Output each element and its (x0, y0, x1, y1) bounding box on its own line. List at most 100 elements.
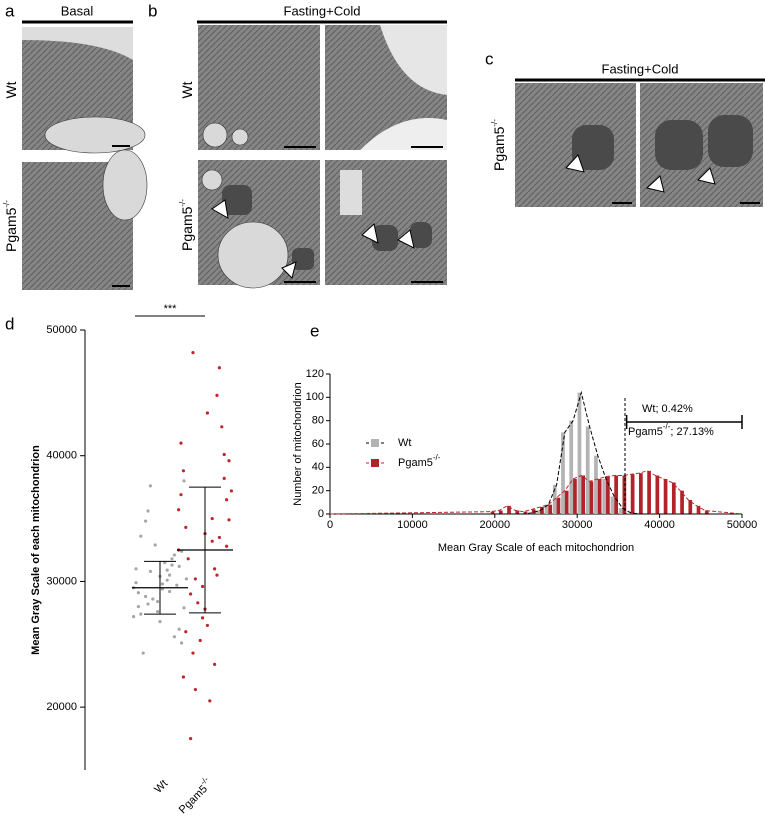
bar (647, 470, 651, 514)
bar (680, 490, 684, 514)
bar (515, 510, 520, 514)
data-point (205, 411, 209, 415)
micrograph (22, 149, 148, 290)
data-point (217, 366, 221, 370)
data-point (227, 459, 231, 463)
data-point (148, 569, 152, 573)
micrograph (640, 83, 763, 207)
data-point (213, 567, 217, 571)
data-point (168, 589, 172, 594)
data-point (213, 662, 217, 667)
x-tick-label: 10000 (397, 519, 428, 531)
bar (671, 482, 676, 514)
row-label: Pgam5-/- (178, 199, 195, 251)
legend-label: Wt (398, 437, 411, 449)
bar (536, 510, 541, 514)
x-tick-label: 30000 (562, 519, 593, 531)
y-tick-label: 60 (312, 438, 324, 450)
data-point (201, 584, 205, 589)
data-point (153, 543, 157, 547)
bar (498, 510, 503, 514)
bar (602, 479, 607, 514)
data-point (170, 557, 174, 561)
data-point (156, 610, 160, 614)
bar (618, 508, 623, 514)
data-point (179, 493, 183, 497)
data-point (227, 518, 231, 522)
x-tick-label: 40000 (644, 519, 675, 531)
y-tick-label: 120 (306, 368, 324, 380)
bar (627, 512, 631, 514)
data-point (189, 736, 193, 741)
data-point (182, 479, 186, 483)
panel-label: b (148, 1, 157, 20)
panel-title: Basal (61, 3, 94, 18)
data-point (172, 553, 176, 557)
bar (490, 511, 495, 514)
annotation: Pgam5-/-; 27.13% (628, 422, 714, 438)
panel-label: d (5, 314, 14, 333)
data-point (172, 635, 176, 639)
data-point (160, 582, 164, 586)
bar (630, 474, 635, 514)
bar (564, 490, 569, 514)
micrograph (198, 160, 320, 289)
data-point (198, 638, 202, 643)
data-point (193, 577, 197, 581)
data-point (139, 534, 143, 538)
data-point (193, 687, 197, 692)
data-point (146, 509, 150, 513)
data-point (181, 675, 185, 679)
micrograph (198, 25, 320, 150)
y-axis-label: Number of mitochondrion (292, 382, 304, 506)
x-tick-label: Wt (152, 778, 170, 796)
bar (569, 420, 574, 514)
bar (523, 511, 528, 514)
data-point (168, 573, 172, 577)
bar (614, 475, 618, 514)
data-point (136, 591, 140, 595)
data-point (156, 599, 160, 604)
panel-label: e (310, 321, 319, 340)
bar (548, 504, 553, 514)
significance-label: *** (164, 303, 178, 315)
panel-label: a (5, 1, 15, 20)
micrograph (22, 27, 146, 154)
bar (556, 497, 561, 514)
data-point (215, 393, 219, 397)
bar (577, 392, 582, 514)
row-label: Pgam5-/- (490, 119, 507, 171)
data-point (184, 525, 188, 529)
panel-label: c (485, 49, 494, 68)
data-point (177, 564, 181, 568)
data-point (179, 441, 183, 445)
data-point (151, 597, 155, 601)
row-label: Wt (3, 81, 19, 98)
y-tick-label: 0 (318, 508, 324, 520)
y-tick-label: 50000 (46, 324, 77, 336)
x-tick-label: 20000 (480, 519, 511, 531)
data-point (175, 583, 179, 587)
bar (639, 473, 643, 514)
data-point (141, 651, 145, 655)
panel-title: Fasting+Cold (602, 61, 679, 76)
data-point (205, 623, 209, 628)
bar (663, 479, 668, 514)
legend-swatch (371, 439, 379, 447)
data-point (189, 592, 193, 596)
micrograph (325, 160, 447, 285)
fit-line (329, 470, 743, 515)
bar (594, 455, 598, 514)
data-point (186, 557, 190, 561)
bar (544, 504, 549, 514)
data-point (170, 563, 174, 567)
data-point (182, 606, 186, 610)
bar (540, 507, 544, 514)
data-point (136, 604, 140, 609)
data-point (210, 516, 214, 521)
row-label: Wt (179, 81, 195, 98)
y-tick-label: 20 (312, 485, 324, 497)
data-point (191, 351, 195, 355)
data-point (184, 630, 188, 634)
